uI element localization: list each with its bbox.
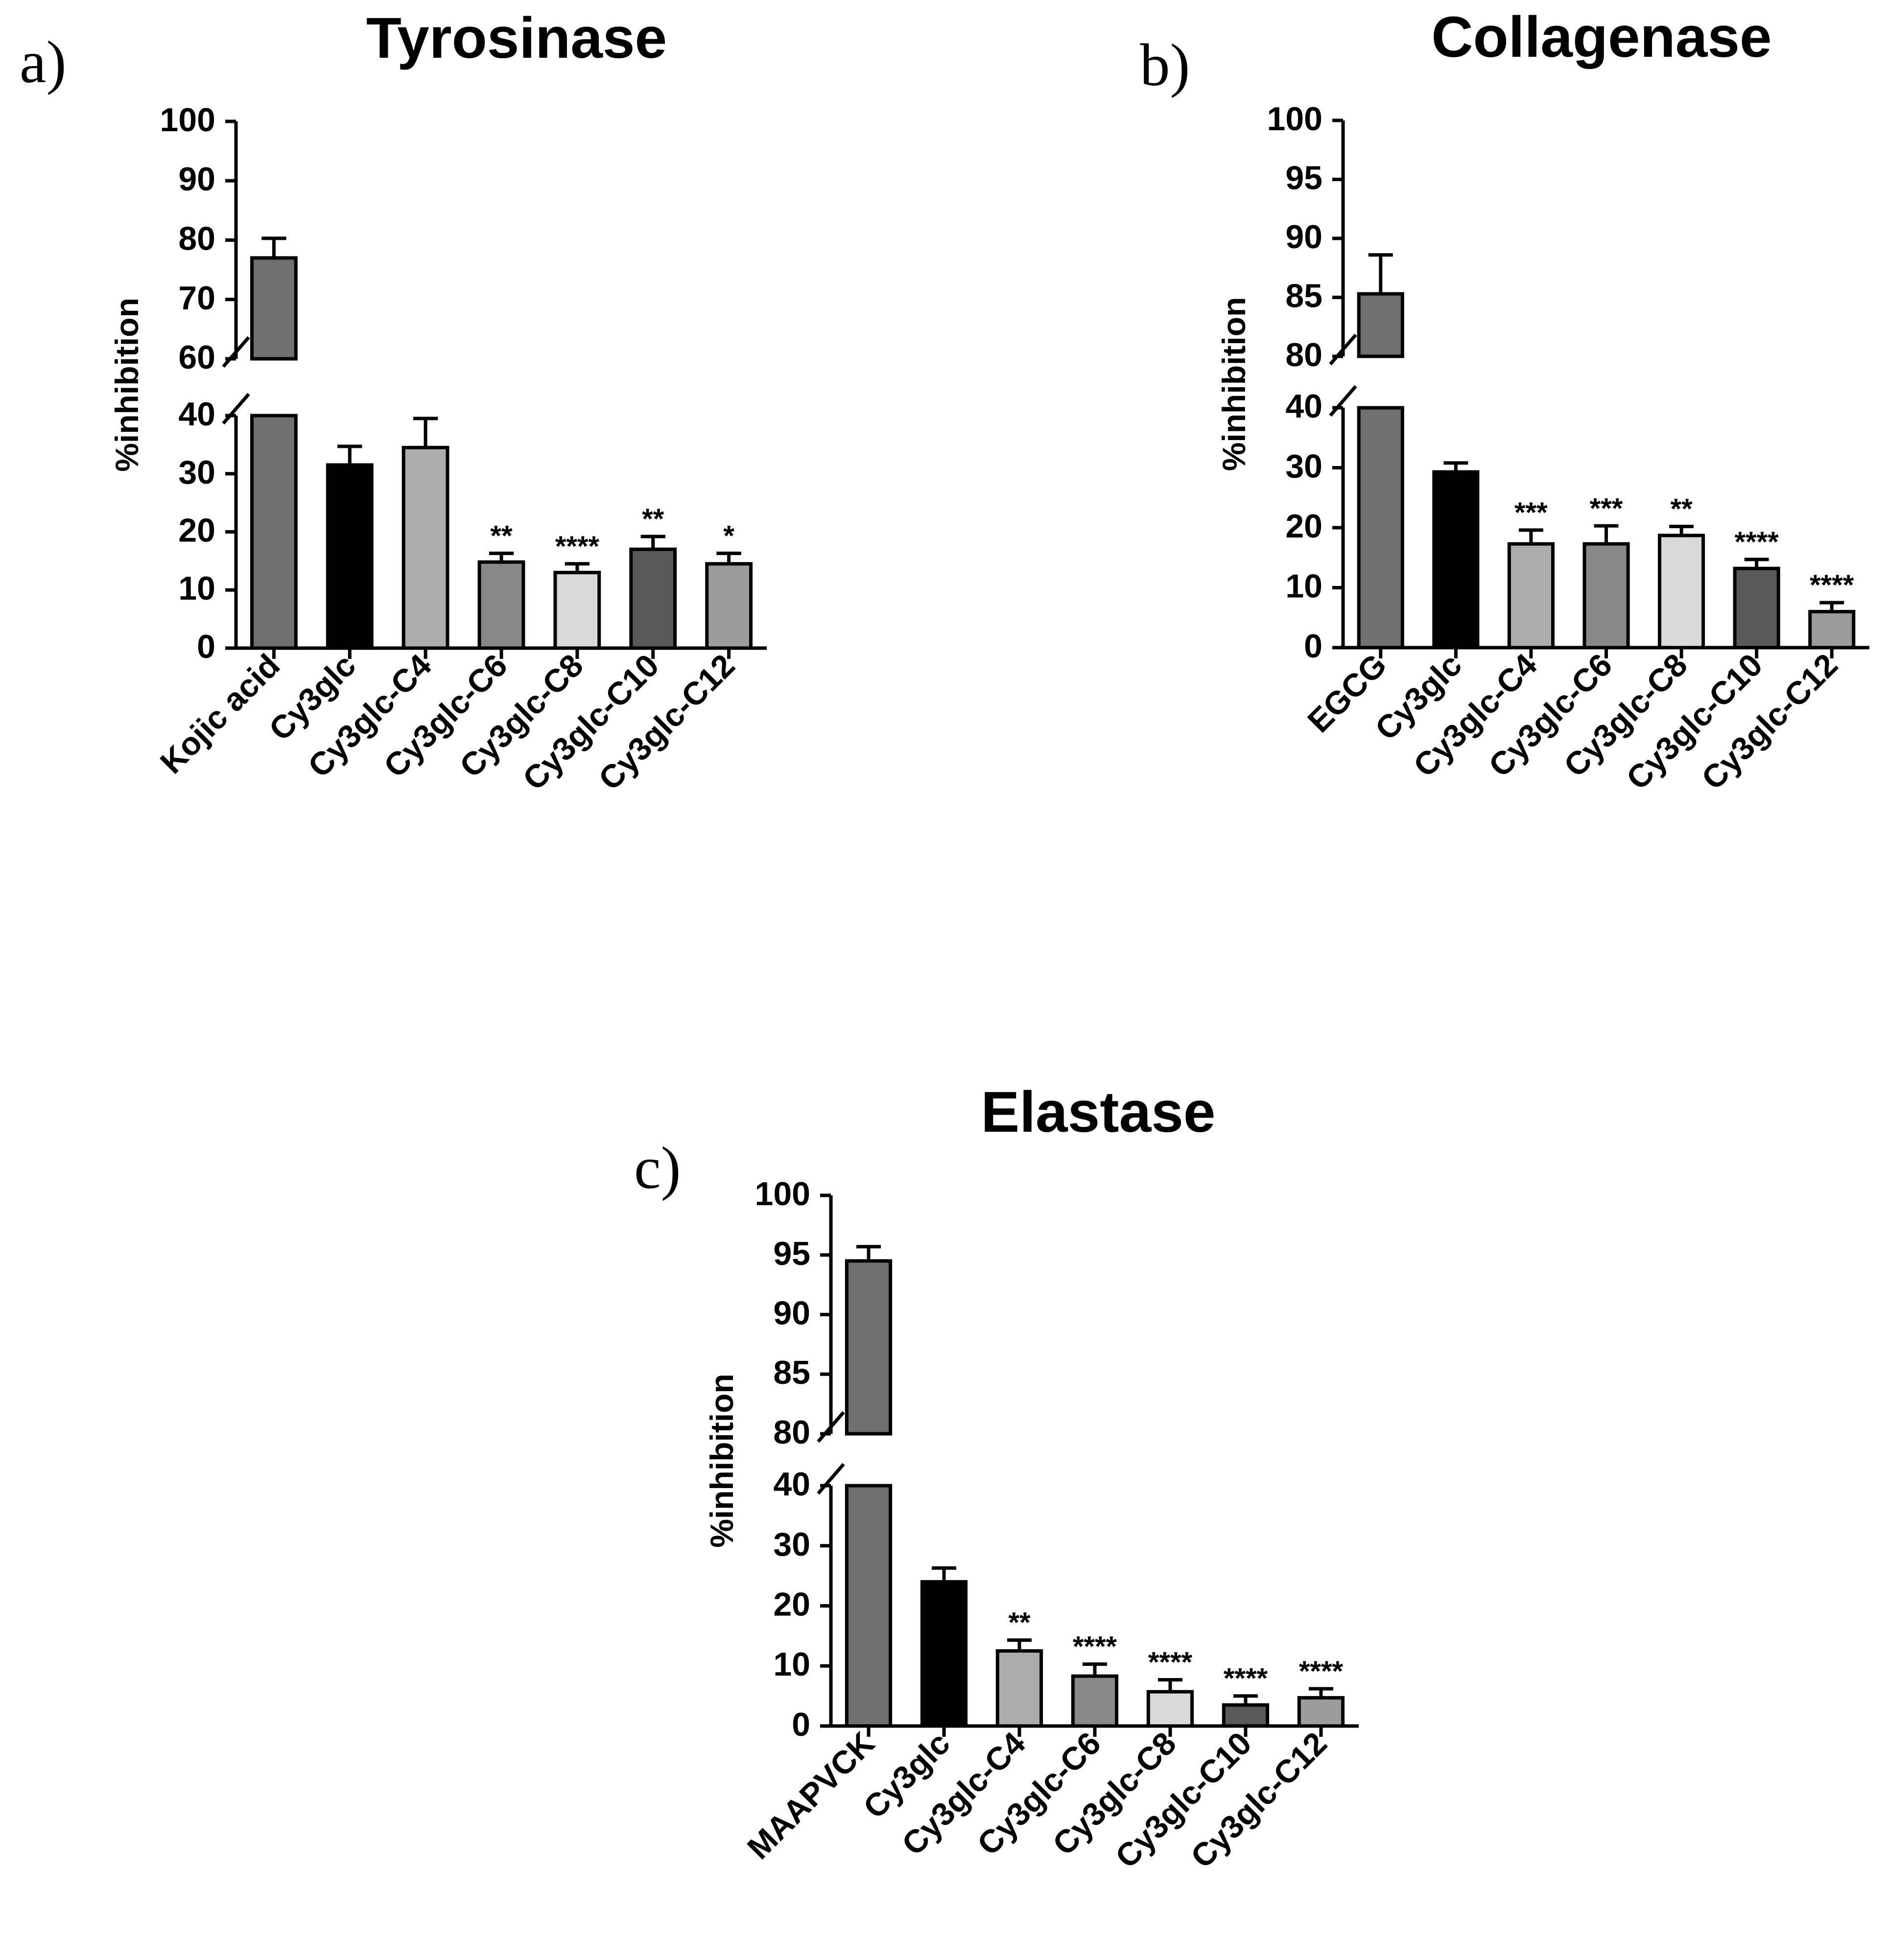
svg-text:95: 95 [1285, 160, 1322, 197]
svg-text:100: 100 [755, 1175, 810, 1213]
svg-text:**: ** [490, 520, 513, 552]
svg-text:**: ** [1671, 493, 1693, 525]
svg-text:0: 0 [1304, 628, 1322, 665]
svg-text:30: 30 [1285, 448, 1322, 485]
svg-text:30: 30 [178, 454, 215, 491]
svg-text:****: **** [1734, 526, 1779, 558]
svg-text:****: **** [1299, 1656, 1344, 1687]
svg-text:90: 90 [773, 1295, 810, 1332]
svg-text:40: 40 [773, 1466, 810, 1503]
svg-text:95: 95 [773, 1235, 810, 1272]
svg-text:80: 80 [773, 1414, 810, 1451]
svg-text:80: 80 [1285, 336, 1322, 373]
svg-text:0: 0 [792, 1706, 810, 1743]
svg-text:85: 85 [773, 1354, 810, 1391]
svg-text:10: 10 [178, 570, 215, 607]
svg-text:Elastase: Elastase [981, 1080, 1216, 1144]
svg-text:80: 80 [178, 220, 215, 257]
svg-text:100: 100 [160, 101, 215, 139]
svg-text:10: 10 [1285, 568, 1322, 605]
svg-text:%inhibition: %inhibition [1216, 297, 1252, 471]
svg-text:****: **** [1073, 1631, 1117, 1663]
svg-text:60: 60 [178, 339, 215, 376]
svg-text:40: 40 [1285, 388, 1322, 425]
svg-text:**: ** [1008, 1607, 1031, 1639]
svg-text:40: 40 [178, 396, 215, 433]
svg-text:10: 10 [773, 1646, 810, 1683]
svg-text:a): a) [20, 28, 67, 95]
svg-text:****: **** [1148, 1647, 1193, 1679]
svg-text:b): b) [1140, 31, 1190, 98]
svg-text:**: ** [642, 503, 664, 535]
svg-text:****: **** [555, 531, 600, 562]
svg-text:%inhibition: %inhibition [109, 298, 145, 472]
svg-text:90: 90 [178, 161, 215, 198]
svg-text:%inhibition: %inhibition [704, 1374, 740, 1548]
svg-text:20: 20 [178, 512, 215, 549]
svg-text:70: 70 [178, 280, 215, 317]
svg-text:20: 20 [1285, 508, 1322, 545]
svg-text:****: **** [1810, 569, 1854, 601]
svg-text:30: 30 [773, 1526, 810, 1563]
svg-text:****: **** [1224, 1663, 1268, 1695]
svg-text:*: * [723, 520, 734, 552]
svg-text:20: 20 [773, 1586, 810, 1623]
svg-text:Tyrosinase: Tyrosinase [366, 6, 667, 70]
svg-text:90: 90 [1285, 218, 1322, 256]
svg-text:100: 100 [1267, 100, 1322, 138]
svg-text:c): c) [634, 1134, 681, 1201]
svg-text:85: 85 [1285, 278, 1322, 315]
svg-text:***: *** [1514, 497, 1548, 529]
svg-text:0: 0 [197, 628, 215, 665]
svg-text:Collagenase: Collagenase [1431, 5, 1771, 70]
svg-text:***: *** [1590, 492, 1623, 524]
